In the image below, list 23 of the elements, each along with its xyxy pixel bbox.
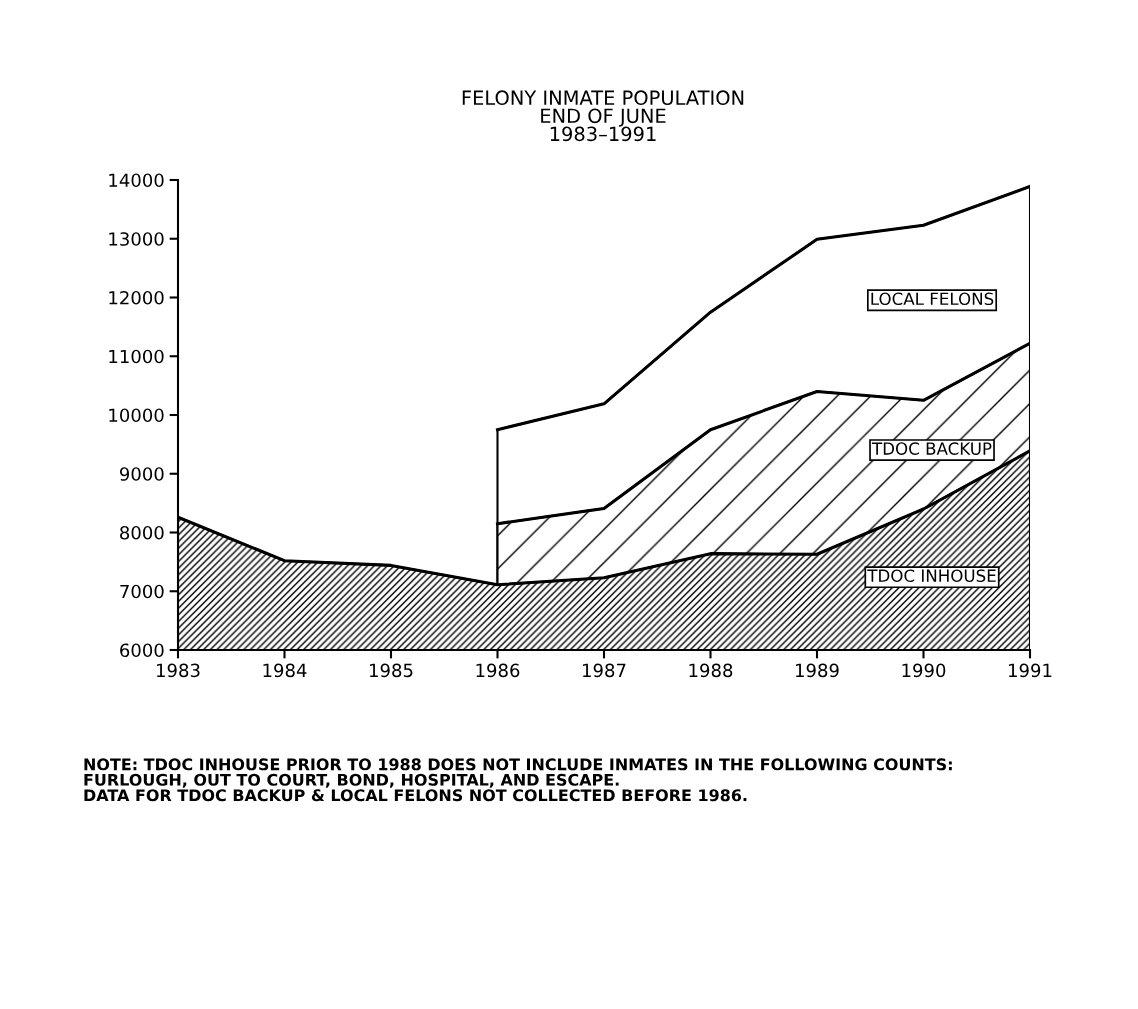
y-tick-label: 13000 — [109, 232, 164, 246]
y-tick-label: 10000 — [109, 408, 164, 423]
x-tick-label: 1987 — [583, 663, 626, 678]
y-tick-label: 14000 — [109, 173, 164, 188]
x-tick-label: 1984 — [263, 663, 307, 678]
y-tick-label: 8000 — [120, 525, 164, 540]
x-tick-label: 1983 — [157, 663, 200, 678]
chart-title: FELONY INMATE POPULATION END OF JUNE 1983–1991 — [462, 90, 744, 142]
x-tick-label: 1991 — [1009, 663, 1052, 678]
series-label: LOCAL FELONS — [871, 292, 994, 306]
x-tick-label: 1986 — [476, 663, 520, 678]
y-tick-label: 9000 — [119, 467, 164, 481]
x-tick-label: 1985 — [370, 663, 413, 678]
x-tick-label: 1990 — [902, 663, 946, 678]
y-tick-label: 12000 — [109, 290, 164, 305]
series-label: TDOC BACKUP — [871, 442, 992, 455]
text: NOTE: TDOC INHOUSE PRIOR TO 1988 DOES NOT INCLUDE INMATES IN THE FOLLOWING COUNTS: FURLOUGH, OUT TO COURT, BOND, HOSPITAL, AND ESCAPE. DATA FOR TDOC BACKUP & LOCAL FELONS NOT COLLECTED BEFORE 1986. — [84, 758, 952, 802]
series-label: TDOC INHOUSE — [867, 569, 996, 583]
y-tick-label: 7000 — [120, 584, 164, 599]
x-tick-label: 1989 — [796, 663, 839, 678]
y-tick-label: 6000 — [120, 643, 164, 658]
y-tick-label: 11000 — [109, 349, 164, 364]
x-tick-label: 1988 — [689, 663, 733, 678]
